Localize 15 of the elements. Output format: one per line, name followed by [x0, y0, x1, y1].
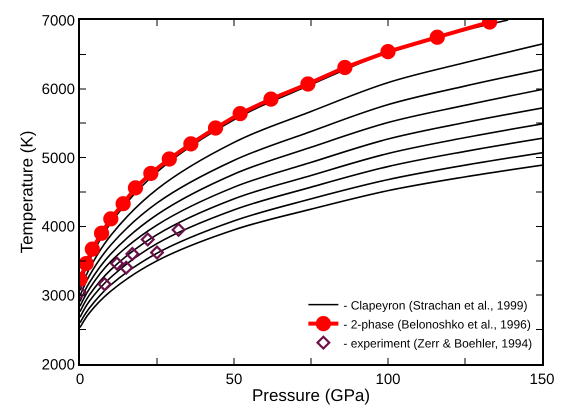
legend-label: - experiment (Zerr & Boehler, 1994): [343, 336, 532, 350]
y-tick-label: 3000: [42, 287, 75, 304]
x-tick-label: 100: [375, 371, 401, 388]
y-tick-label: 2000: [42, 356, 75, 374]
y-axis-title: Temperature (K): [18, 130, 37, 254]
x-tick-label: 50: [226, 371, 242, 388]
x-tick-label: 0: [76, 371, 84, 388]
x-axis-title: Pressure (GPa): [252, 386, 370, 405]
legend-label: - Clapeyron (Strachan et al., 1999): [343, 298, 528, 312]
y-tick-label: 4000: [42, 218, 75, 236]
x-tick-label: 150: [529, 371, 555, 388]
y-tick-label: 7000: [42, 12, 75, 30]
y-tick-label: 5000: [42, 150, 75, 167]
legend-label: - 2-phase (Belonoshko et al., 1996): [343, 317, 531, 332]
y-tick-label: 6000: [42, 81, 75, 98]
